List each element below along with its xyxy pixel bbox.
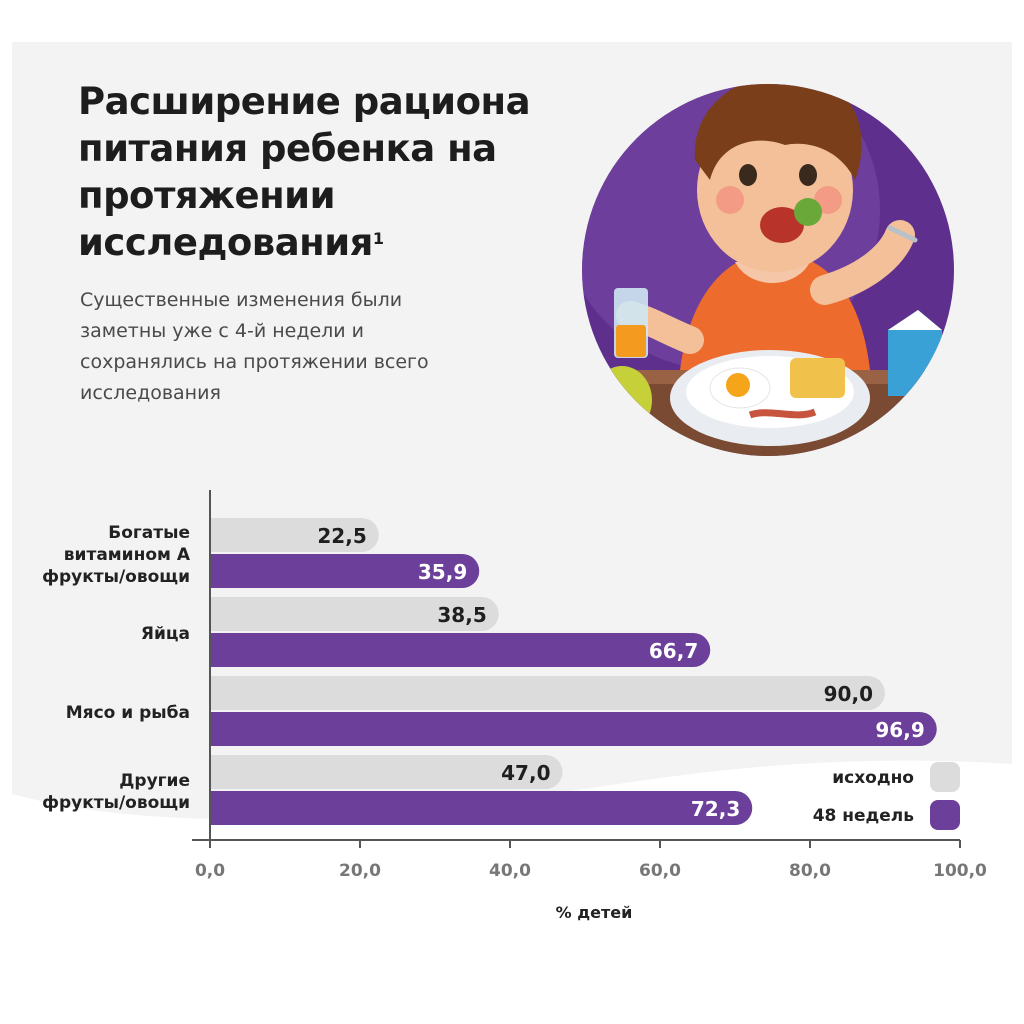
category-label: Яйца xyxy=(141,624,190,644)
bar-week48-2 xyxy=(210,712,937,746)
x-tick-label: 20,0 xyxy=(339,861,381,881)
title-footnote-mark: 1 xyxy=(372,229,384,248)
bar-week48-0 xyxy=(210,554,480,588)
page-subtitle: Существенные изменения были заметны уже … xyxy=(80,289,429,404)
page-title: Расширение рациона питания ребенка на пр… xyxy=(78,78,548,266)
x-tick-label: 60,0 xyxy=(639,861,681,881)
x-tick-label: 80,0 xyxy=(789,861,831,881)
fork-icon xyxy=(887,225,918,243)
x-tick-label: 100,0 xyxy=(933,861,987,881)
category-label: Другие xyxy=(119,771,190,791)
bar-baseline-1 xyxy=(210,597,499,631)
child-hair xyxy=(694,84,862,180)
data-label: 72,3 xyxy=(691,797,740,821)
bar-week48-1 xyxy=(210,633,711,667)
legend-swatch xyxy=(930,762,960,792)
x-tick-label: 40,0 xyxy=(489,861,531,881)
data-label: 90,0 xyxy=(824,682,873,706)
bar-week48-3 xyxy=(210,791,753,825)
category-label: витамином А xyxy=(64,545,191,565)
toast-icon xyxy=(790,358,845,398)
data-label: 22,5 xyxy=(317,524,366,548)
bar-baseline-2 xyxy=(210,676,885,710)
x-axis-title: % детей xyxy=(556,903,633,922)
category-label: Богатые xyxy=(108,523,190,543)
child-face xyxy=(697,108,853,272)
egg-icon xyxy=(726,373,750,397)
legend-label: 48 недель xyxy=(813,806,914,826)
title-text: Расширение рациона питания ребенка на пр… xyxy=(78,80,531,264)
bar-baseline-0 xyxy=(210,518,379,552)
x-tick-label: 0,0 xyxy=(195,861,225,881)
data-label: 96,9 xyxy=(875,718,924,742)
category-label: Мясо и рыба xyxy=(66,703,190,723)
background-wave xyxy=(12,760,1012,982)
bar-baseline-3 xyxy=(210,755,563,789)
legend-label: исходно xyxy=(832,768,914,788)
broccoli-icon xyxy=(794,198,822,226)
data-label: 35,9 xyxy=(418,560,467,584)
data-label: 66,7 xyxy=(649,639,698,663)
child-eating-breakfast-illustration xyxy=(582,84,954,456)
category-label: фрукты/овощи xyxy=(42,567,190,587)
data-label: 47,0 xyxy=(501,761,550,785)
bacon-icon xyxy=(748,408,817,419)
legend-swatch xyxy=(930,800,960,830)
category-label: фрукты/овощи xyxy=(42,793,190,813)
data-label: 38,5 xyxy=(437,603,486,627)
